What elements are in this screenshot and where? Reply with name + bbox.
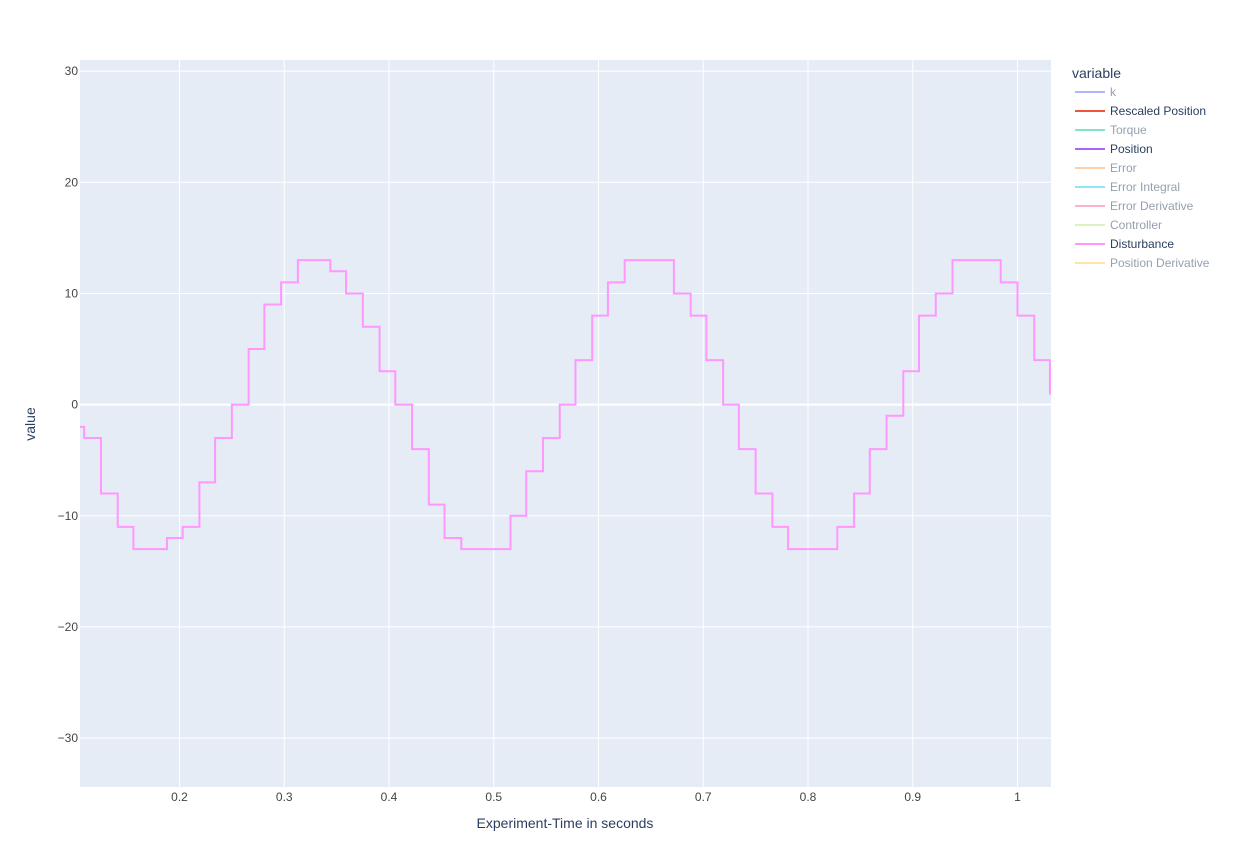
x-tick-label: 0.4 [381,790,398,804]
x-tick-labels: 0.2 0.3 0.4 0.5 0.6 0.7 0.8 0.9 1 [171,790,1021,804]
y-tick-label: −20 [58,620,79,634]
x-axis-title: Experiment-Time in seconds [477,815,654,831]
series-layer [80,259,1051,551]
y-tick-label: −10 [58,509,79,523]
legend-label: Error [1110,161,1137,175]
legend-label: Position Derivative [1110,256,1210,270]
x-tick-label: 1 [1014,790,1021,804]
legend-item-error[interactable]: Error [1075,161,1137,175]
legend-item-position-derivative[interactable]: Position Derivative [1075,256,1210,270]
legend-item-error-derivative[interactable]: Error Derivative [1075,199,1194,213]
legend-label: Rescaled Position [1110,104,1206,118]
y-tick-labels: −30 −20 −10 0 10 20 30 [58,64,79,745]
x-tick-label: 0.6 [590,790,607,804]
series-line-disturbance [80,259,1051,551]
x-gridlines [179,60,1018,787]
x-tick-label: 0.8 [800,790,817,804]
x-tick-label: 0.5 [485,790,502,804]
legend-item-k[interactable]: k [1075,85,1117,99]
y-axis-title: value [22,407,38,441]
legend-label: Error Derivative [1110,199,1194,213]
x-tick-label: 0.9 [904,790,921,804]
legend-item-position[interactable]: Position [1075,142,1153,156]
legend-item-rescaled-position[interactable]: Rescaled Position [1075,104,1206,118]
plot-background [80,60,1051,787]
y-tick-label: 0 [71,398,78,412]
legend[interactable]: variable k Rescaled Position Torque Positio… [1072,65,1210,270]
x-tick-label: 0.2 [171,790,188,804]
legend-label: Controller [1110,218,1162,232]
legend-label: Error Integral [1110,180,1180,194]
x-tick-label: 0.3 [276,790,293,804]
legend-label: Torque [1110,123,1147,137]
legend-label: Position [1110,142,1153,156]
y-tick-label: 20 [65,175,79,189]
y-tick-label: 30 [65,64,79,78]
y-tick-label: −30 [58,731,79,745]
legend-item-disturbance[interactable]: Disturbance [1075,237,1174,251]
legend-title: variable [1072,65,1121,81]
legend-item-torque[interactable]: Torque [1075,123,1147,137]
legend-label: k [1110,85,1117,99]
x-tick-label: 0.7 [695,790,712,804]
legend-item-controller[interactable]: Controller [1075,218,1162,232]
legend-item-error-integral[interactable]: Error Integral [1075,180,1180,194]
legend-label: Disturbance [1110,237,1174,251]
y-tick-label: 10 [65,286,79,300]
